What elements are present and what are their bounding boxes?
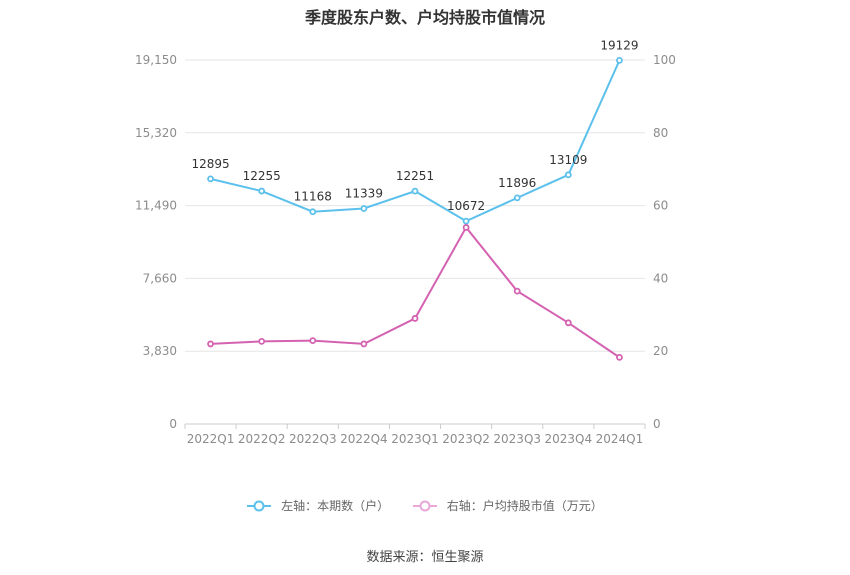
series-point-0 xyxy=(207,175,214,183)
data-label: 11339 xyxy=(345,186,383,200)
series-point-1 xyxy=(411,315,419,322)
series-point-0 xyxy=(616,56,623,64)
x-tick-label: 2023Q1 xyxy=(391,432,439,446)
x-tick-label: 2022Q4 xyxy=(340,432,388,446)
y-left-tick-label: 15,320 xyxy=(135,126,177,140)
legend-swatch-households xyxy=(247,500,272,511)
x-tick-label: 2023Q4 xyxy=(545,432,593,446)
series-line-0 xyxy=(210,59,621,223)
y-right-tick-label: 100 xyxy=(653,53,676,67)
legend-item-value[interactable]: 右轴：户均持股市值（万元） xyxy=(412,497,603,514)
data-label: 19129 xyxy=(600,38,638,52)
series-point-0 xyxy=(360,205,368,212)
y-right-tick-label: 60 xyxy=(653,199,668,213)
y-left-tick-label: 7,660 xyxy=(143,271,177,285)
x-tick-label: 2023Q2 xyxy=(442,432,490,446)
data-label: 11896 xyxy=(498,176,536,190)
legend-label-households: 左轴：本期数（户） xyxy=(281,499,390,513)
series-point-0 xyxy=(309,208,317,216)
y-left-tick-label: 19,150 xyxy=(135,53,177,67)
y-right-tick-label: 80 xyxy=(653,126,668,140)
series-point-0 xyxy=(564,171,572,179)
y-right-tick-label: 20 xyxy=(653,344,668,358)
x-tick-label: 2022Q3 xyxy=(289,432,337,446)
y-left-tick-label: 11,490 xyxy=(135,199,177,213)
y-left-tick-label: 3,830 xyxy=(143,344,177,358)
x-tick-label: 2023Q3 xyxy=(493,432,541,446)
series-point-0 xyxy=(258,187,266,195)
series-point-1 xyxy=(513,287,521,295)
series-point-0 xyxy=(411,187,419,195)
y-left-tick-label: 0 xyxy=(169,417,177,431)
series-point-1 xyxy=(462,224,470,231)
series-point-1 xyxy=(616,353,623,361)
legend-swatch-value xyxy=(412,500,437,511)
y-right-tick-label: 0 xyxy=(653,417,661,431)
series-point-0 xyxy=(513,194,521,202)
x-tick-label: 2022Q2 xyxy=(238,432,286,446)
x-tick-label: 2024Q1 xyxy=(596,432,644,446)
x-tick-label: 2022Q1 xyxy=(187,432,235,446)
series-point-0 xyxy=(462,217,470,225)
data-label: 13109 xyxy=(549,153,587,167)
series-point-1 xyxy=(309,337,317,345)
series-point-1 xyxy=(258,337,266,345)
series-line-1 xyxy=(210,225,621,359)
data-label: 10672 xyxy=(447,199,485,213)
data-label: 12255 xyxy=(243,169,281,183)
data-label: 12895 xyxy=(191,157,229,171)
legend-item-households[interactable]: 左轴：本期数（户） xyxy=(247,497,389,514)
legend-label-value: 右轴：户均持股市值（万元） xyxy=(446,499,603,513)
series-point-1 xyxy=(360,340,368,348)
series-point-1 xyxy=(564,319,572,327)
y-right-tick-label: 40 xyxy=(653,271,668,285)
chart-title: 季度股东户数、户均持股市值情况 xyxy=(304,8,545,27)
data-label: 11168 xyxy=(294,190,332,204)
legend: 左轴：本期数（户） 右轴：户均持股市值（万元） xyxy=(0,497,850,514)
series-point-1 xyxy=(207,340,214,348)
data-label: 12251 xyxy=(396,169,434,183)
source-note: 数据来源：恒生聚源 xyxy=(366,550,484,565)
